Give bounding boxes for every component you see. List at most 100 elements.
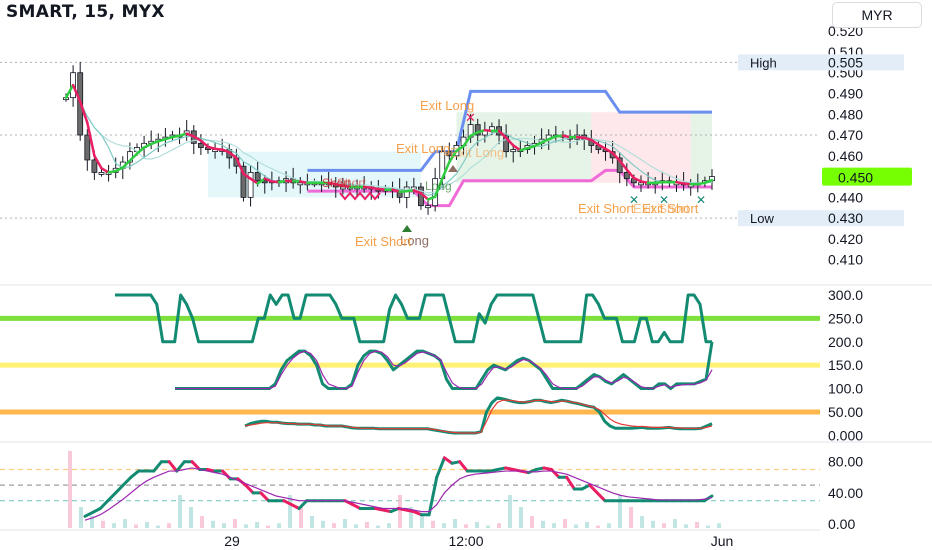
volume-bar bbox=[420, 516, 424, 528]
high-marker-badge bbox=[738, 54, 904, 71]
volume-bar bbox=[596, 525, 600, 528]
ma-fast-segment bbox=[263, 177, 274, 183]
time-tick-label: 29 bbox=[224, 533, 240, 549]
volume-bar bbox=[299, 507, 303, 528]
volume-bar bbox=[629, 507, 633, 528]
candle-body bbox=[425, 205, 431, 209]
ma-fast-segment bbox=[625, 168, 636, 180]
volume-bar bbox=[574, 524, 578, 528]
ma-fast-segment bbox=[242, 172, 252, 180]
ma-fast-segment bbox=[100, 167, 110, 174]
momentum-segment bbox=[595, 491, 607, 503]
ma-fast-segment bbox=[511, 144, 522, 152]
volume-bar bbox=[90, 516, 94, 528]
low-marker-badge bbox=[738, 210, 904, 227]
high-marker-value: 0.505 bbox=[828, 54, 863, 70]
ma-fast-segment bbox=[497, 129, 508, 140]
volume-bar bbox=[222, 523, 226, 528]
volume-bar bbox=[178, 495, 182, 528]
ma-fast-segment bbox=[618, 159, 629, 171]
ma-fast-segment bbox=[135, 146, 146, 155]
volume-bar bbox=[530, 516, 534, 528]
ma-fast-segment bbox=[426, 195, 437, 201]
time-tick-label: Jun bbox=[711, 533, 734, 549]
volume-bar bbox=[387, 523, 391, 528]
annotation-exit-short: Exit Short bbox=[355, 234, 412, 249]
osc-series-line bbox=[175, 350, 713, 390]
momentum-segment bbox=[435, 456, 446, 479]
price-tick-label: 0.480 bbox=[828, 106, 863, 122]
volume-bar bbox=[453, 519, 457, 528]
currency-button[interactable]: MYR bbox=[832, 2, 922, 28]
time-tick-label: 12:00 bbox=[448, 533, 483, 549]
volume-bar bbox=[376, 525, 380, 528]
high-marker-label: High bbox=[750, 55, 777, 70]
ma-fast-segment bbox=[547, 135, 558, 141]
osc-tick-label: 200.0 bbox=[828, 334, 863, 350]
volume-bar bbox=[486, 525, 490, 528]
volume-bar bbox=[442, 523, 446, 528]
exit-cross-marker: ✕ bbox=[659, 193, 669, 207]
osc-series-line bbox=[115, 293, 712, 344]
candle-body bbox=[339, 186, 346, 190]
momentum-segment bbox=[152, 460, 163, 473]
volume-bar bbox=[332, 523, 336, 528]
volume-bar bbox=[673, 519, 677, 528]
annotation-short: Short bbox=[322, 176, 351, 190]
ma-fast-segment bbox=[604, 147, 614, 155]
momentum-segment bbox=[167, 460, 179, 473]
short-stop-line bbox=[307, 89, 712, 172]
ma-fast-segment bbox=[590, 138, 600, 146]
ma-slow-line bbox=[65, 83, 713, 194]
ma-fast-segment bbox=[249, 177, 259, 185]
volume-bar bbox=[717, 523, 721, 528]
ma-fast-segment bbox=[185, 132, 196, 138]
momentum-segment bbox=[244, 483, 255, 495]
momentum-segment bbox=[221, 469, 232, 481]
momentum-segment bbox=[129, 469, 141, 479]
osc-tick-label: 150.0 bbox=[828, 357, 863, 373]
volume-bar bbox=[101, 520, 105, 528]
osc-series-line bbox=[244, 399, 713, 434]
momentum-tick-label: 80.00 bbox=[828, 454, 863, 470]
volume-bar bbox=[123, 519, 127, 528]
volume-bar bbox=[343, 519, 347, 528]
ma-fast-segment bbox=[440, 160, 451, 180]
price-tick-label: 0.420 bbox=[828, 231, 863, 247]
ma-fast-segment bbox=[433, 177, 444, 198]
last-price-value: 0.450 bbox=[838, 170, 873, 186]
ma-fast-segment bbox=[462, 134, 472, 148]
volume-bar bbox=[354, 524, 358, 528]
annotation-exit-long: Exit Long bbox=[396, 141, 450, 156]
volume-bar bbox=[409, 507, 413, 528]
exit-cross-marker: ✕ bbox=[696, 193, 706, 207]
momentum-segment bbox=[98, 499, 110, 510]
momentum-segment bbox=[565, 475, 576, 491]
volume-bar bbox=[145, 522, 149, 528]
volume-bar bbox=[68, 451, 72, 528]
annotation-exit-long: Exit Long bbox=[420, 98, 474, 113]
ma-fast-segment bbox=[114, 166, 125, 173]
volume-bar bbox=[695, 522, 699, 528]
osc-tick-label: 50.00 bbox=[828, 404, 863, 420]
ma-fast-segment bbox=[419, 191, 430, 201]
long-triangle-marker bbox=[448, 165, 458, 172]
volume-bar bbox=[167, 523, 171, 528]
ma-fast-segment bbox=[64, 83, 75, 99]
ma-fast-segment bbox=[86, 121, 96, 158]
ma-fast-segment bbox=[448, 149, 458, 164]
momentum-tick-label: 40.00 bbox=[828, 485, 863, 501]
ma-fast-segment bbox=[455, 144, 465, 153]
volume-bar bbox=[211, 520, 215, 528]
ma-fast-segment bbox=[540, 137, 550, 144]
ma-fast-segment bbox=[78, 100, 89, 124]
candle-body bbox=[510, 149, 517, 153]
volume-bar bbox=[398, 495, 402, 528]
volume-bar bbox=[255, 522, 259, 528]
volume-bar bbox=[79, 507, 83, 528]
low-marker-label: Low bbox=[750, 211, 774, 226]
volume-bar bbox=[618, 495, 622, 528]
volume-bar bbox=[431, 520, 435, 528]
ma-fast-segment bbox=[412, 189, 423, 195]
